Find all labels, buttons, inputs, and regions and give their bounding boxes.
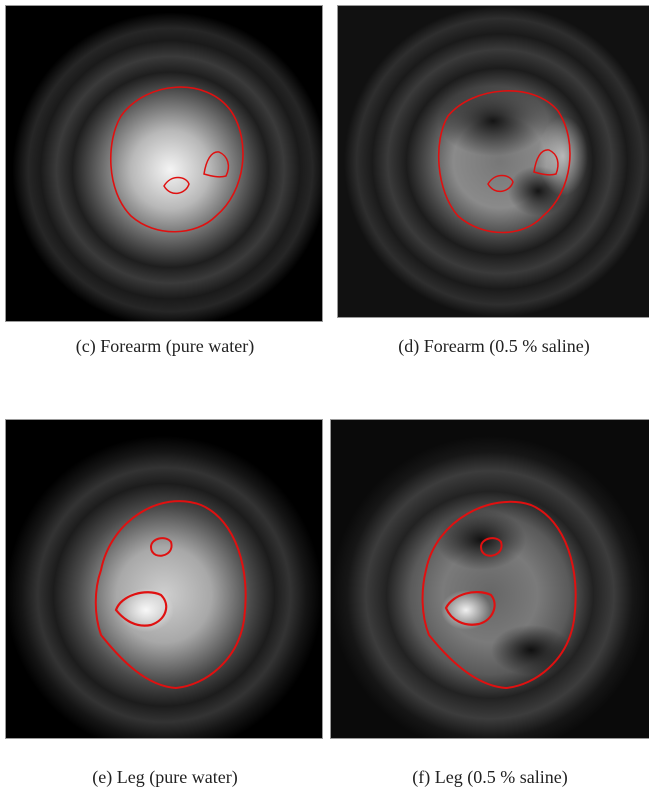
image-forearm-water xyxy=(5,5,323,322)
image-forearm-saline xyxy=(337,5,649,318)
caption: (e) Leg (pure water) xyxy=(5,767,325,788)
caption: (f) Leg (0.5 % saline) xyxy=(330,767,649,788)
caption: (c) Forearm (pure water) xyxy=(5,336,325,357)
caption: (d) Forearm (0.5 % saline) xyxy=(334,336,649,357)
figure-page: {"panels": [ {"caption": "(c) Forearm (p… xyxy=(0,0,649,802)
image-leg-saline xyxy=(330,419,649,739)
image-leg-water xyxy=(5,419,323,739)
